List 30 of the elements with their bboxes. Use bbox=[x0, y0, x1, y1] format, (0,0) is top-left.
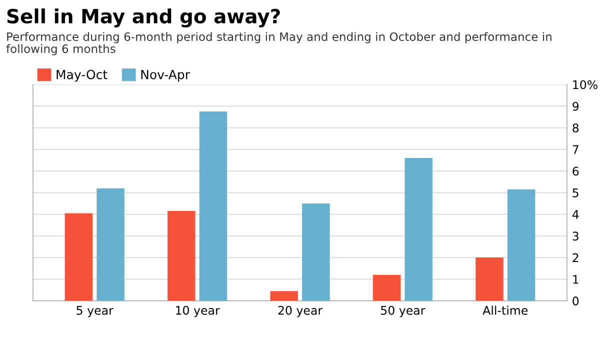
y-tick-label: 9 bbox=[572, 102, 579, 111]
y-tick-label: 8 bbox=[572, 123, 579, 132]
y-tick-label: 6 bbox=[572, 166, 579, 176]
y-tick-label: 3 bbox=[572, 232, 578, 241]
x-tick-label: 5 year bbox=[76, 306, 114, 318]
y-tick-label: 7 bbox=[572, 145, 578, 154]
bar bbox=[270, 291, 298, 301]
bar bbox=[372, 274, 401, 301]
y-tick-label: 0 bbox=[572, 296, 579, 306]
x-tick-label: 50 year bbox=[381, 306, 426, 318]
y-tick-label: 2 bbox=[572, 253, 578, 262]
x-tick-label: 20 year bbox=[278, 306, 323, 318]
chart-title: Sell in May and go away? bbox=[7, 8, 280, 28]
x-tick-label: All-time bbox=[482, 306, 528, 315]
bar bbox=[96, 188, 124, 301]
bar bbox=[404, 158, 432, 301]
y-tick-label: 1 bbox=[573, 275, 578, 284]
bar bbox=[302, 203, 330, 301]
bar bbox=[168, 211, 196, 301]
bar bbox=[199, 112, 228, 301]
bar bbox=[476, 258, 504, 301]
legend-label: May-Oct bbox=[56, 70, 108, 82]
y-tick-label: 4 bbox=[572, 210, 579, 219]
chart-subtitle: Performance during 6-month period starting in May and ending in October and performance in following 6 months bbox=[6, 32, 552, 56]
legend-label: Nov-Apr bbox=[141, 70, 190, 82]
bar bbox=[64, 213, 93, 301]
y-tick-label: 5 bbox=[572, 188, 578, 198]
x-tick-label: 10 year bbox=[176, 306, 220, 318]
bar bbox=[507, 189, 536, 301]
y-tick-label: 10% bbox=[573, 80, 598, 90]
